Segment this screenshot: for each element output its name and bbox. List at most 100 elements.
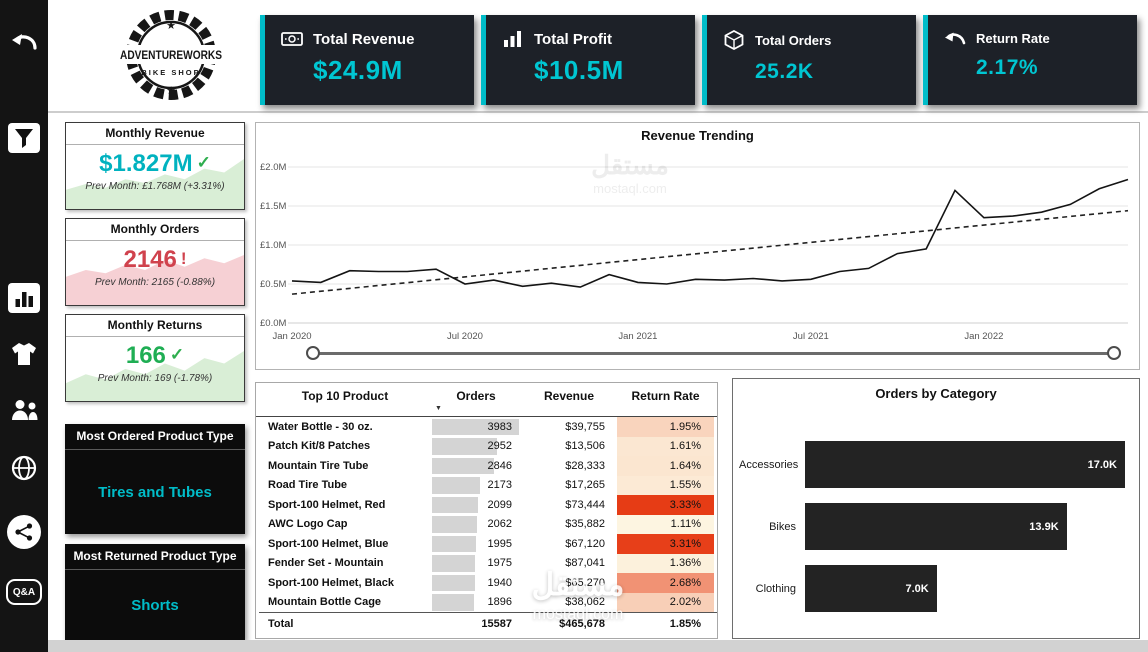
kpi-return-rate[interactable]: Return Rate 2.17% [923, 15, 1137, 105]
product-cell: Sport-100 Helmet, Red [268, 498, 386, 511]
filter-icon [8, 123, 40, 153]
top-products-table: Top 10 Product Orders ▼ Revenue Return Ra… [255, 382, 718, 639]
y-tick-label: £1.0M [260, 240, 286, 251]
orders-cell: 3983 [431, 417, 521, 437]
product-cell: Mountain Tire Tube [268, 459, 369, 472]
category-row: Bikes 13.9K [739, 503, 1125, 550]
revenue-cell: $38,062 [565, 596, 605, 609]
y-tick-label: £2.0M [260, 162, 286, 173]
monthly-orders-card[interactable]: Monthly Orders 2146! Prev Month: 2165 (-… [65, 218, 245, 306]
orders-data-bar [432, 594, 474, 611]
back-arrow-icon [10, 30, 38, 59]
category-bar-value: 7.0K [905, 582, 929, 595]
card-title: Monthly Revenue [66, 123, 244, 145]
logo-star-top: ★ [166, 20, 176, 32]
sort-desc-icon: ▼ [435, 405, 442, 412]
y-tick-label: £1.5M [260, 201, 286, 212]
table-row[interactable]: Sport-100 Helmet, Black 1940 $65,270 2.68% [259, 573, 717, 593]
category-bar[interactable]: 7.0K [805, 565, 937, 612]
filter-button[interactable] [0, 120, 48, 156]
revenue-trend-plot[interactable]: £0.0M £0.5M £1.0M £1.5M £2.0M Jan 2020 Jul 202… [256, 147, 1139, 347]
kpi-total-revenue[interactable]: Total Revenue $24.9M [260, 15, 474, 105]
kpi-value: 2.17% [976, 56, 1039, 79]
nav-products-page[interactable] [0, 338, 48, 374]
category-label: Bikes [769, 520, 796, 533]
category-bar[interactable]: 17.0K [805, 441, 1125, 488]
orders-value: 1975 [487, 557, 512, 570]
product-cell: Fender Set - Mountain [268, 557, 384, 570]
share-nodes-icon [7, 515, 41, 549]
orders-cell: 1896 [431, 593, 521, 613]
table-total-row[interactable]: Total 15587 $465,678 1.85% [259, 612, 717, 634]
kpi-accent-bar [481, 15, 486, 105]
category-row: Accessories 17.0K [739, 441, 1125, 488]
orders-cell: 2099 [431, 495, 521, 515]
category-bar[interactable]: 13.9K [805, 503, 1067, 550]
x-tick-label: Jan 2022 [964, 331, 1003, 342]
slider-track[interactable] [313, 352, 1114, 355]
product-cell: Sport-100 Helmet, Blue [268, 537, 389, 550]
kpi-total-profit[interactable]: Total Profit $10.5M [481, 15, 695, 105]
revenue-cell: $67,120 [565, 537, 605, 550]
product-cell: Mountain Bottle Cage [268, 596, 382, 609]
nav-bar-chart-page[interactable] [0, 280, 48, 316]
card-title: Most Returned Product Type [65, 544, 245, 570]
slider-handle-right[interactable] [1107, 346, 1121, 360]
kpi-row: Total Revenue $24.9M Total Profit $10.5M [260, 15, 1137, 105]
table-row[interactable]: Sport-100 Helmet, Red 2099 $73,444 3.33% [259, 495, 717, 515]
orders-cell: 2062 [431, 515, 521, 535]
return-rate-cell: 3.31% [617, 534, 714, 554]
monthly-returns-card[interactable]: Monthly Returns 166 ✓ Prev Month: 169 (-1… [65, 314, 245, 402]
revenue-cell: $65,270 [565, 576, 605, 589]
slider-handle-left[interactable] [306, 346, 320, 360]
category-bar-value: 13.9K [1029, 520, 1059, 533]
table-row[interactable]: Fender Set - Mountain 1975 $87,041 1.36% [259, 553, 717, 573]
col-header-return-rate[interactable]: Return Rate [631, 389, 700, 403]
card-title: Monthly Orders [66, 219, 244, 241]
prev-month-text: Prev Month: 2165 (-0.88%) [94, 277, 216, 288]
table-row[interactable]: Mountain Bottle Cage 1896 $38,062 2.02% [259, 592, 717, 613]
nav-customers-page[interactable] [0, 394, 48, 430]
orders-by-category-panel: Orders by Category Accessories 17.0K Bikes… [732, 378, 1140, 639]
nav-map-page[interactable] [0, 452, 48, 488]
kpi-total-orders[interactable]: Total Orders 25.2K [702, 15, 916, 105]
back-button[interactable] [0, 26, 48, 62]
col-header-orders[interactable]: Orders ▼ [431, 389, 521, 416]
table-row[interactable]: Mountain Tire Tube 2846 $28,333 1.64% [259, 456, 717, 476]
most-returned-type-card[interactable]: Most Returned Product Type Shorts [65, 544, 245, 640]
table-row[interactable]: Road Tire Tube 2173 $17,265 1.55% [259, 475, 717, 495]
return-rate-cell: 1.64% [617, 456, 714, 476]
nav-decomposition-page[interactable] [0, 514, 48, 550]
cash-icon [280, 30, 304, 48]
revenue-cell: $73,444 [565, 498, 605, 511]
monthly-revenue-card[interactable]: Monthly Revenue $1.827M ✓ Prev Month: £1.… [65, 122, 245, 210]
orders-data-bar [432, 574, 475, 591]
revenue-cell: $17,265 [565, 479, 605, 492]
most-ordered-type-card[interactable]: Most Ordered Product Type Tires and Tube… [65, 424, 245, 534]
card-value-row: 166 ✓ [66, 342, 244, 370]
return-rate-cell: 1.11% [617, 514, 714, 534]
orders-data-bar [432, 516, 478, 533]
category-row: Clothing 7.0K [739, 565, 1125, 612]
card-value: 166 [125, 342, 166, 369]
col-header-product[interactable]: Top 10 Product [301, 389, 389, 403]
trendline [291, 209, 1129, 295]
status-check-icon: ✓ [169, 345, 185, 364]
sidebar: Q&A [0, 0, 48, 652]
revenue-cell: $13,506 [565, 440, 605, 453]
table-row[interactable]: Water Bottle - 30 oz. 3983 $39,755 1.95% [259, 417, 717, 437]
table-row[interactable]: AWC Logo Cap 2062 $35,882 1.11% [259, 514, 717, 535]
table-row[interactable]: Patch Kit/8 Patches 2952 $13,506 1.61% [259, 436, 717, 456]
product-cell: Sport-100 Helmet, Black [268, 576, 394, 589]
table-body: Water Bottle - 30 oz. 3983 $39,755 1.95% Pat… [256, 417, 717, 634]
return-rate-cell: 1.61% [617, 436, 714, 456]
x-tick-label: Jul 2020 [447, 331, 483, 342]
card-value: $1.827M [99, 150, 193, 177]
orders-data-bar [432, 438, 497, 455]
col-header-revenue[interactable]: Revenue [543, 389, 595, 403]
table-row[interactable]: Sport-100 Helmet, Blue 1995 $67,120 3.31% [259, 534, 717, 554]
nav-qa-page[interactable]: Q&A [0, 574, 48, 610]
return-rate-cell: 2.02% [617, 592, 714, 612]
date-range-slider[interactable] [306, 345, 1121, 362]
revenue-line-series[interactable] [291, 178, 1129, 288]
